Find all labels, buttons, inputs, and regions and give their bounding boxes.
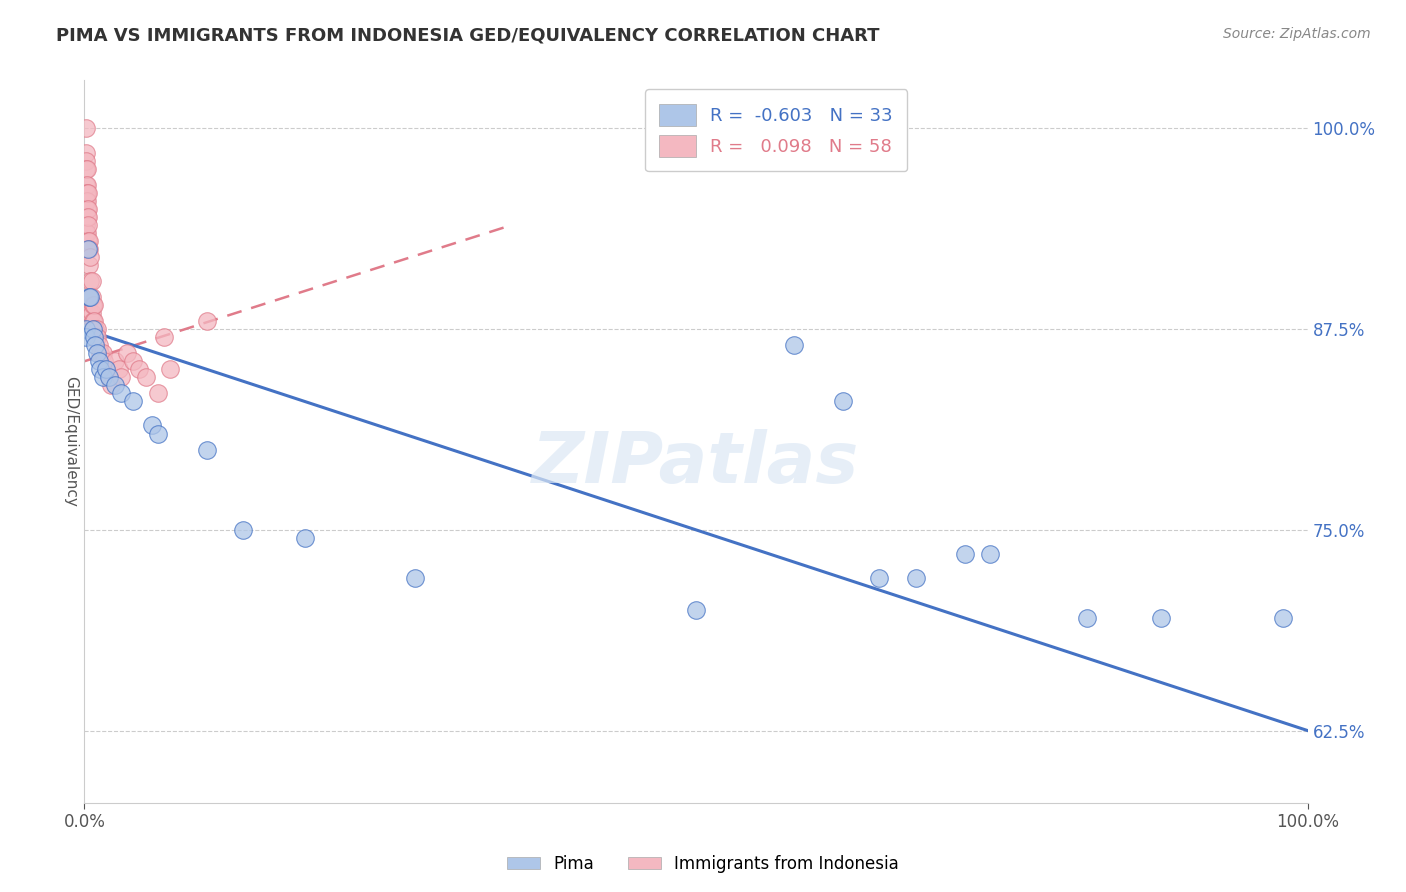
Point (783, 338, 806, 352)
Point (76, 186, 98, 200)
Point (979, 547, 1001, 561)
Point (75, 194, 97, 208)
Point (82, 298, 104, 312)
Point (294, 531, 316, 545)
Point (76, 194, 98, 208)
Point (232, 523, 254, 537)
Point (91, 370, 114, 384)
Y-axis label: GED/Equivalency: GED/Equivalency (63, 376, 79, 507)
Point (80, 306, 103, 320)
Point (82, 322, 104, 336)
Point (146, 426, 169, 441)
Point (110, 386, 132, 401)
Point (86, 346, 108, 360)
Point (77, 242, 100, 256)
Point (76, 161, 98, 176)
Point (77, 234, 100, 248)
Point (110, 370, 132, 384)
Point (135, 370, 157, 384)
Point (97, 370, 120, 384)
Point (83, 314, 105, 328)
Point (83, 330, 105, 344)
Point (75, 178, 97, 192)
Point (661, 844, 683, 858)
Point (86, 322, 108, 336)
Point (75, 153, 97, 168)
Point (79, 306, 101, 320)
Point (107, 362, 129, 376)
Text: ZIPatlas: ZIPatlas (533, 429, 859, 498)
Point (86, 330, 108, 344)
Point (1076, 611, 1098, 625)
Point (96, 362, 118, 376)
Point (84, 338, 107, 352)
Point (77, 242, 100, 256)
Point (77, 290, 100, 304)
Point (96, 362, 118, 376)
Point (93, 354, 115, 368)
Point (869, 571, 891, 585)
Point (100, 378, 122, 392)
Point (159, 362, 181, 376)
Point (76, 178, 98, 192)
Point (89, 346, 111, 360)
Point (195, 314, 218, 328)
Point (79, 290, 101, 304)
Point (76, 202, 98, 216)
Point (76, 210, 98, 224)
Point (89, 362, 111, 376)
Point (77, 202, 100, 216)
Point (97, 370, 120, 384)
Point (75, 161, 97, 176)
Text: PIMA VS IMMIGRANTS FROM INDONESIA GED/EQUIVALENCY CORRELATION CHART: PIMA VS IMMIGRANTS FROM INDONESIA GED/EQ… (56, 27, 880, 45)
Point (115, 346, 138, 360)
Point (953, 547, 976, 561)
Point (82, 314, 104, 328)
Point (87, 338, 110, 352)
Point (79, 290, 101, 304)
Point (77, 218, 100, 232)
Point (83, 298, 105, 312)
Point (75, 322, 97, 336)
Point (77, 186, 100, 200)
Point (80, 290, 103, 304)
Point (146, 386, 169, 401)
Point (77, 258, 100, 272)
Point (75, 226, 97, 240)
Point (104, 354, 127, 368)
Point (80, 274, 103, 288)
Legend: Pima, Immigrants from Indonesia: Pima, Immigrants from Indonesia (501, 848, 905, 880)
Point (104, 378, 127, 392)
Point (1150, 611, 1173, 625)
Point (84, 322, 107, 336)
Point (75, 218, 97, 232)
Point (122, 354, 145, 368)
Point (75, 330, 97, 344)
Point (75, 186, 97, 200)
Point (87, 354, 110, 368)
Point (685, 603, 707, 617)
Point (91, 346, 114, 360)
Point (75, 121, 97, 136)
Point (77, 242, 100, 256)
Point (831, 394, 853, 409)
Point (75, 145, 97, 160)
Point (141, 418, 163, 433)
Point (404, 571, 426, 585)
Point (195, 442, 218, 457)
Legend: R =  -0.603   N = 33, R =   0.098   N = 58: R = -0.603 N = 33, R = 0.098 N = 58 (645, 89, 907, 171)
Point (79, 250, 101, 264)
Point (1272, 611, 1295, 625)
Point (122, 394, 145, 409)
Point (83, 322, 105, 336)
Point (76, 226, 98, 240)
Text: Source: ZipAtlas.com: Source: ZipAtlas.com (1223, 27, 1371, 41)
Point (905, 571, 928, 585)
Point (79, 274, 101, 288)
Point (128, 362, 150, 376)
Point (77, 210, 100, 224)
Point (77, 234, 100, 248)
Point (153, 330, 176, 344)
